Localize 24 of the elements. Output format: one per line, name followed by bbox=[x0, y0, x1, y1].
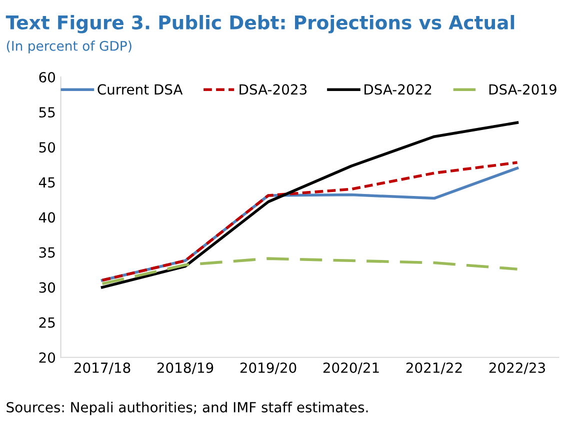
line-series bbox=[100, 257, 519, 286]
legend-label: DSA-2019 bbox=[489, 84, 556, 95]
legend-label: Current DSA bbox=[98, 84, 183, 95]
y-tick-label: 25 bbox=[39, 317, 55, 328]
x-tick-label: 2021/22 bbox=[406, 362, 462, 374]
legend-label: DSA-2022 bbox=[364, 84, 432, 95]
source-note: Sources: Nepali authorities; and IMF staff estimates. bbox=[6, 402, 368, 416]
legend-label: DSA-2023 bbox=[240, 84, 306, 95]
y-tick-label: 30 bbox=[39, 282, 56, 293]
x-tick-label: 2020/21 bbox=[323, 362, 379, 374]
y-tick-label: 20 bbox=[39, 352, 56, 363]
y-tick-label: 40 bbox=[38, 212, 56, 223]
chart-title: Text Figure 3. Public Debt: Projections vs Actual bbox=[6, 14, 514, 34]
x-tick-label: 2017/18 bbox=[74, 362, 130, 374]
x-tick-label: 2019/20 bbox=[240, 362, 296, 374]
y-tick-label: 45 bbox=[38, 177, 55, 188]
y-tick-label: 60 bbox=[39, 72, 56, 83]
x-tick-label: 2022/23 bbox=[489, 362, 545, 374]
line-series bbox=[100, 121, 519, 289]
y-tick-label: 50 bbox=[39, 142, 56, 153]
chart-subtitle: (In percent of GDP) bbox=[6, 40, 132, 54]
y-tick-label: 55 bbox=[39, 107, 55, 118]
x-tick-label: 2018/19 bbox=[157, 362, 214, 374]
y-tick-label: 35 bbox=[39, 247, 55, 258]
